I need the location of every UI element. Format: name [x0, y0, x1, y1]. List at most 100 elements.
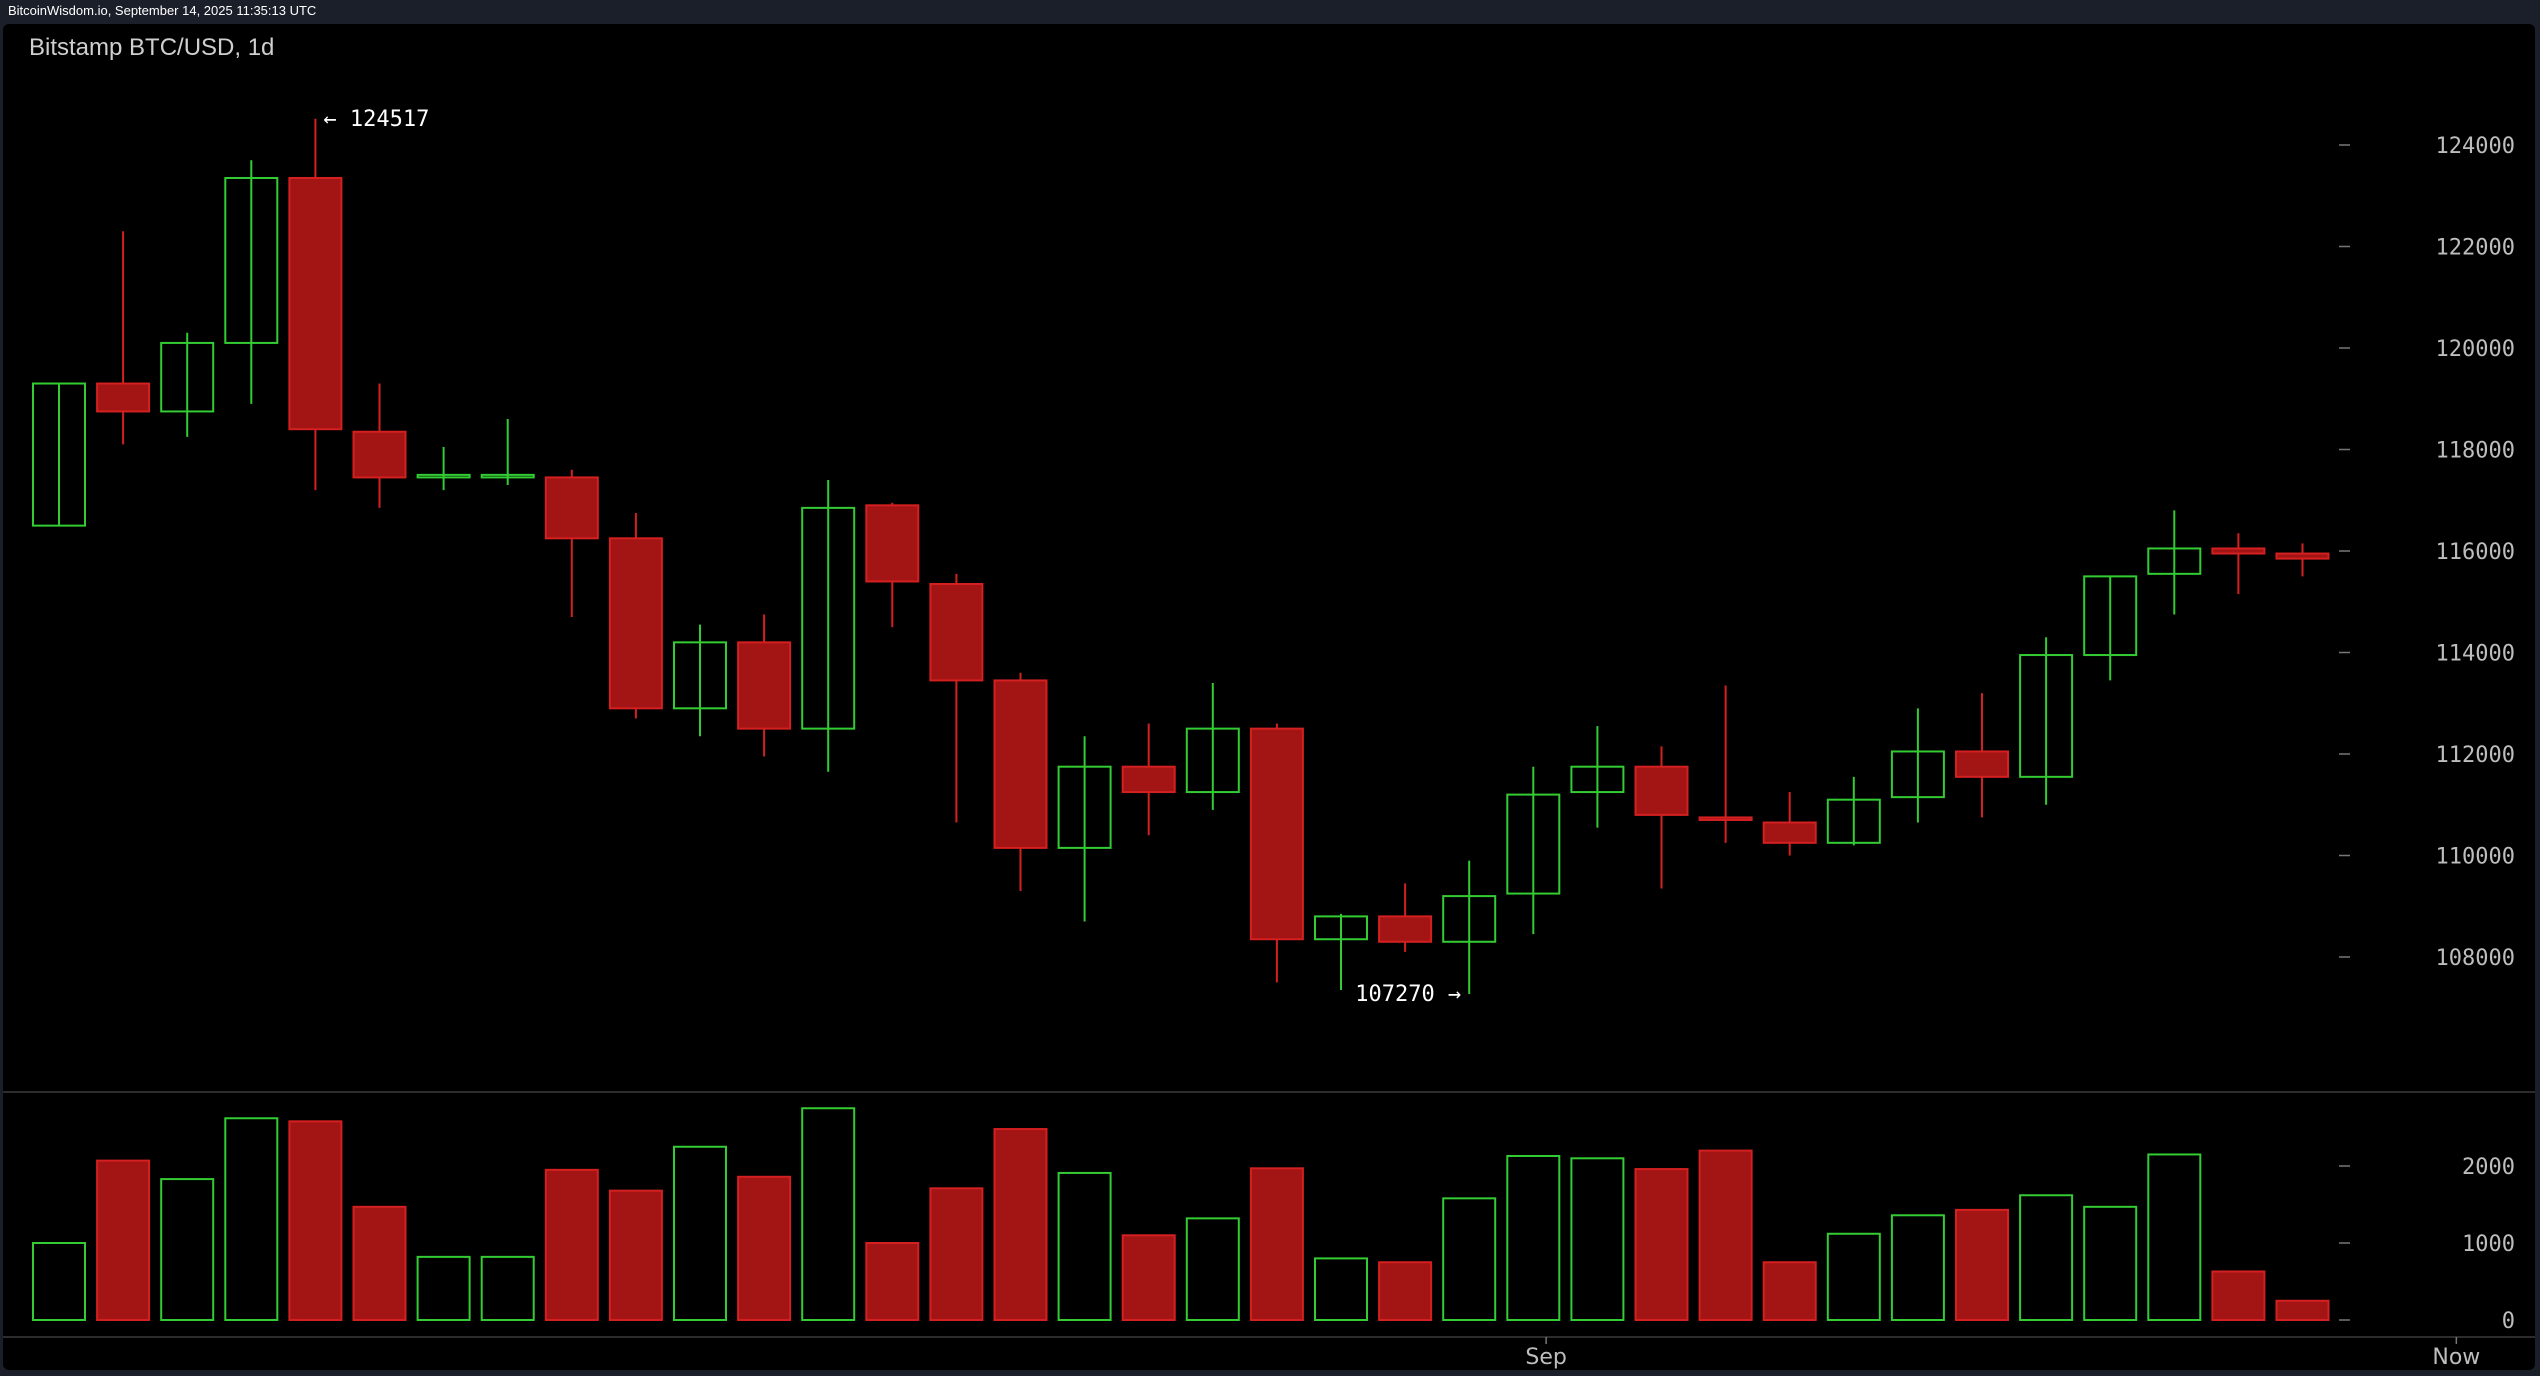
candle-body [1249, 727, 1304, 941]
volume-bar[interactable] [2147, 1153, 2202, 1321]
candles-group [32, 118, 2330, 995]
volume-bar[interactable] [1057, 1171, 1112, 1322]
watermark-text: BitcoinWisdom.io, September 14, 2025 11:… [8, 3, 317, 18]
candle-body [1185, 727, 1240, 794]
volume-bar[interactable] [993, 1128, 1048, 1322]
candle[interactable] [865, 502, 920, 628]
volume-bar[interactable] [96, 1159, 151, 1321]
volume-bar[interactable] [1890, 1214, 1945, 1322]
candle[interactable] [2275, 543, 2330, 577]
candle[interactable] [416, 446, 471, 491]
volume-bar[interactable] [2019, 1194, 2074, 1322]
candle-body [352, 430, 407, 479]
volume-bar[interactable] [288, 1120, 343, 1321]
candle-body [2083, 575, 2138, 657]
candle[interactable] [1955, 693, 2009, 818]
candlestick-chart[interactable]: 108000 110000 112000 114000 116000 118000 1200… [3, 24, 2535, 1370]
candle[interactable] [1442, 860, 1497, 995]
candle[interactable] [544, 469, 599, 617]
candle[interactable] [224, 160, 279, 404]
candle[interactable] [673, 624, 727, 737]
candle[interactable] [288, 118, 343, 491]
candle-body [929, 582, 984, 682]
candle[interactable] [993, 672, 1048, 892]
volume-bar[interactable] [1121, 1234, 1176, 1322]
candle[interactable] [1121, 723, 1176, 836]
candle[interactable] [737, 614, 792, 757]
candle[interactable] [32, 382, 86, 527]
volume-bar[interactable] [1634, 1168, 1689, 1321]
volume-bar[interactable] [2211, 1270, 2266, 1321]
candle[interactable] [1185, 682, 1240, 810]
candle[interactable] [608, 512, 663, 719]
candle[interactable] [1057, 736, 1112, 922]
volume-bar[interactable] [224, 1117, 279, 1322]
candle[interactable] [1506, 766, 1561, 935]
candle-body [608, 537, 663, 710]
candle-body [1121, 765, 1176, 794]
volume-bar[interactable] [1185, 1217, 1240, 1321]
candle[interactable] [1890, 708, 1945, 823]
volume-bar[interactable] [801, 1107, 856, 1321]
volume-bar[interactable] [1762, 1261, 1817, 1321]
candle[interactable] [1378, 883, 1433, 952]
candle-body [1057, 765, 1112, 849]
candle[interactable] [1698, 685, 1753, 843]
volume-bar[interactable] [1570, 1157, 1625, 1322]
volume-bar[interactable] [1698, 1149, 1753, 1321]
volume-bar[interactable] [1955, 1208, 2009, 1322]
volume-bar[interactable] [352, 1205, 407, 1322]
candle[interactable] [2147, 510, 2202, 615]
candle-body [1698, 816, 1753, 821]
candle[interactable] [1249, 723, 1304, 983]
candle-body [2275, 552, 2330, 560]
candle[interactable] [2211, 533, 2266, 595]
volume-bar[interactable] [737, 1175, 792, 1322]
price-tick-label: 122000 [2436, 236, 2515, 261]
candle[interactable] [1570, 726, 1625, 828]
candle[interactable] [2019, 637, 2074, 805]
high-annotation: ← 124517 [323, 107, 429, 132]
volume-bar[interactable] [480, 1255, 535, 1321]
volume-bar[interactable] [1378, 1261, 1433, 1321]
volume-bar[interactable] [160, 1178, 215, 1321]
candle[interactable] [352, 383, 407, 508]
volume-bar[interactable] [929, 1187, 984, 1321]
chart-panel: Bitstamp BTC/USD, 1d 108000 110000 112000 1… [3, 24, 2535, 1370]
volume-tick-label: 0 [2502, 1309, 2515, 1334]
volume-bar[interactable] [416, 1255, 471, 1321]
volume-bar[interactable] [1826, 1232, 1881, 1322]
volume-bar[interactable] [2275, 1299, 2330, 1321]
candle[interactable] [1314, 913, 1368, 990]
candle-body [1570, 765, 1625, 794]
candle[interactable] [801, 479, 856, 772]
candle-body [544, 476, 599, 540]
annotations-group: ← 124517 107270 → [323, 107, 1461, 1007]
volume-bar[interactable] [544, 1168, 599, 1321]
price-tick-label: 114000 [2436, 642, 2515, 667]
candle[interactable] [929, 573, 984, 823]
candle-body [865, 504, 920, 583]
volume-bar[interactable] [32, 1242, 86, 1321]
volume-bar[interactable] [1506, 1154, 1561, 1321]
candle[interactable] [96, 231, 151, 445]
candle[interactable] [1634, 746, 1689, 889]
volume-bar[interactable] [608, 1189, 663, 1322]
candle-body [2019, 654, 2074, 778]
price-tick-label: 116000 [2436, 540, 2515, 565]
candle[interactable] [1826, 776, 1881, 846]
volume-bar[interactable] [1314, 1257, 1368, 1322]
chart-title: Bitstamp BTC/USD, 1d [29, 34, 275, 61]
candle[interactable] [1762, 792, 1817, 856]
volume-bar[interactable] [865, 1242, 920, 1321]
candle[interactable] [160, 332, 215, 437]
volume-bar[interactable] [1442, 1197, 1497, 1321]
price-tick-label: 118000 [2436, 439, 2515, 464]
candle-body [1506, 793, 1561, 895]
volume-bar[interactable] [673, 1145, 727, 1321]
candle-body [737, 641, 792, 730]
volume-bar[interactable] [2083, 1205, 2138, 1322]
candle[interactable] [480, 419, 535, 486]
candle[interactable] [2083, 575, 2138, 681]
volume-bar[interactable] [1249, 1167, 1304, 1322]
